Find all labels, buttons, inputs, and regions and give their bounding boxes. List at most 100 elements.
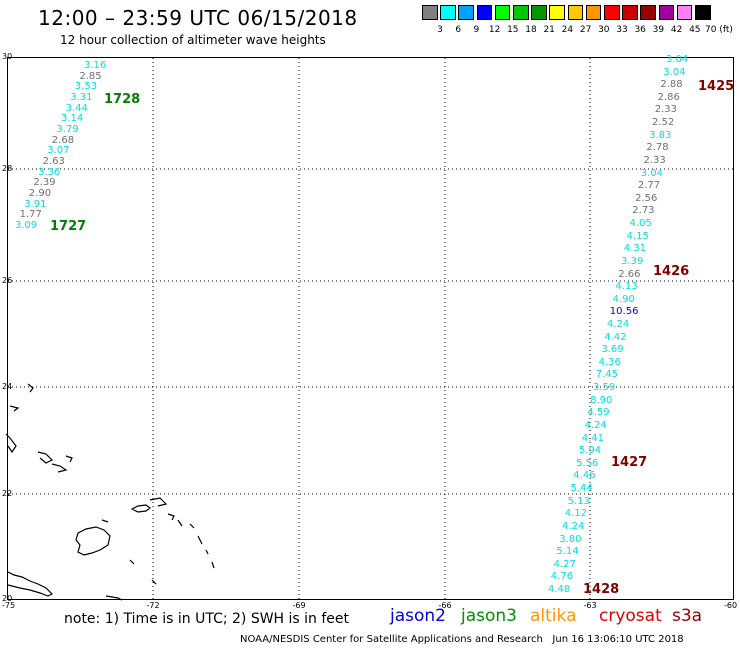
wave-height-value: 3.59: [592, 382, 616, 394]
legend-swatch: [695, 5, 711, 20]
y-tick-label: 30: [2, 52, 13, 61]
pass-label: 1425: [698, 79, 735, 94]
wave-height-value: 4.46: [573, 470, 596, 482]
legend-swatch: [458, 5, 474, 20]
legend-swatch: [531, 5, 547, 20]
legend-label: 12: [488, 25, 501, 35]
wave-height-value: 2.73: [632, 205, 655, 217]
wave-height-value: 1.77: [19, 209, 42, 221]
wave-height-value: 5.13: [567, 495, 590, 507]
legend-label: 15: [507, 25, 519, 35]
wave-height-value: 3.79: [56, 124, 79, 135]
legend-label: 21: [543, 25, 555, 35]
island-vi-2: [167, 513, 175, 521]
legend-label: 9: [473, 25, 480, 35]
wave-height-value: 3.14: [61, 113, 84, 125]
legend-swatch: [622, 5, 638, 20]
legend-swatch: [567, 5, 584, 20]
legend-label: 3: [437, 25, 443, 35]
legend-label: 27: [579, 25, 592, 35]
wave-height-value: 4.59: [587, 407, 610, 419]
island-leeward-1: [177, 519, 183, 527]
wave-height-value: 7.45: [595, 369, 619, 381]
wave-height-value: 3.07: [47, 145, 70, 157]
island-leeward-3: [197, 535, 203, 545]
wave-height-value: 4.24: [584, 419, 607, 431]
satellite-name-cryosat: cryosat: [599, 606, 662, 626]
island-small-4: [105, 595, 123, 601]
wave-height-value: 3.83: [649, 129, 672, 141]
y-tick-label: 22: [2, 489, 13, 498]
island-leeward-5: [211, 561, 215, 569]
wave-height-value: 4.12: [564, 508, 588, 520]
legend-swatch: [604, 5, 620, 20]
wave-height-value: 4.76: [550, 571, 574, 583]
pass-label: 1727: [50, 219, 87, 234]
pass-label: 1728: [104, 92, 141, 107]
wave-height-value: 2.52: [651, 117, 675, 129]
footer-credit: NOAA/NESDIS Center for Satellite Applica…: [240, 634, 684, 645]
satellite-name-jason3: jason3: [461, 606, 517, 626]
island-leeward-2: [189, 523, 195, 529]
wave-height-value: 2.33: [654, 104, 678, 116]
island-bahamas-1: [27, 383, 34, 393]
map-subtitle: 12 hour collection of altimeter wave hei…: [60, 33, 326, 47]
legend-label: 30: [598, 25, 610, 35]
wave-height-value: 4.41: [581, 432, 604, 444]
x-tick-label: -75: [2, 601, 16, 610]
island-small-2: [129, 559, 135, 565]
wave-height-value: 2.63: [42, 156, 65, 167]
pass-label: 1427: [611, 455, 648, 470]
wave-height-value: 3.16: [84, 60, 107, 71]
wave-height-value: 5.14: [556, 546, 579, 558]
map-title: 12:00 – 23:59 UTC 06/15/2018: [38, 6, 358, 30]
island-vi-1: [149, 497, 168, 507]
satellite-name-s3a: s3a: [672, 606, 703, 626]
legend-swatch: [476, 5, 493, 20]
wave-height-value: 3.80: [559, 533, 582, 545]
wave-height-value: 2.33: [643, 154, 666, 166]
legend-swatch: [640, 5, 656, 20]
island-turks: [65, 455, 73, 463]
wave-height-value: 3.44: [65, 102, 88, 114]
wave-height-value: 5.56: [576, 457, 599, 469]
wave-height-value: 2.56: [635, 192, 658, 204]
legend-label: 6: [455, 25, 462, 35]
wave-height-value: 5.44: [570, 483, 593, 495]
island-bahamas-3: [5, 433, 17, 454]
x-tick-label: -60: [724, 601, 738, 610]
island-cuba-east: [7, 571, 54, 597]
wave-height-value: 3.36: [38, 166, 61, 178]
x-tick-label: -72: [146, 601, 160, 610]
x-tick-label: -63: [583, 601, 597, 610]
legend-swatch: [585, 5, 602, 20]
island-bahamas-4: [37, 451, 54, 464]
wave-height-value: 4.42: [604, 331, 627, 343]
wave-height-value: 5.94: [578, 445, 602, 457]
y-tick-label: 20: [2, 594, 13, 603]
legend-label: 42: [670, 25, 683, 35]
pass-label: 1426: [653, 264, 690, 279]
legend-label: 33: [616, 25, 628, 35]
legend-label: 24: [561, 25, 574, 35]
wave-height-value: 3.53: [74, 81, 98, 93]
wave-height-value: 2.85: [79, 70, 102, 82]
credit-text: NOAA/NESDIS Center for Satellite Applica…: [240, 634, 543, 645]
island-hispaniola: [75, 526, 111, 556]
wave-height-value: 4.27: [553, 558, 576, 570]
grid-lines: [8, 58, 733, 599]
map-frame: [7, 57, 734, 600]
x-tick-label: -66: [438, 601, 452, 610]
wave-height-value: 2.39: [33, 177, 56, 189]
wave-height-value: 4.24: [607, 319, 630, 330]
wave-height-value: 4.31: [623, 243, 647, 255]
wave-height-value: 3.04: [666, 54, 689, 65]
wave-height-value: 3.39: [621, 255, 644, 267]
wave-height-value: 3.09: [15, 220, 38, 231]
wave-height-value: 2.86: [657, 91, 680, 103]
y-tick-label: 24: [2, 382, 13, 391]
island-small-1: [101, 519, 109, 523]
island-small-3: [151, 579, 157, 585]
wave-height-value: 4.36: [598, 356, 621, 368]
